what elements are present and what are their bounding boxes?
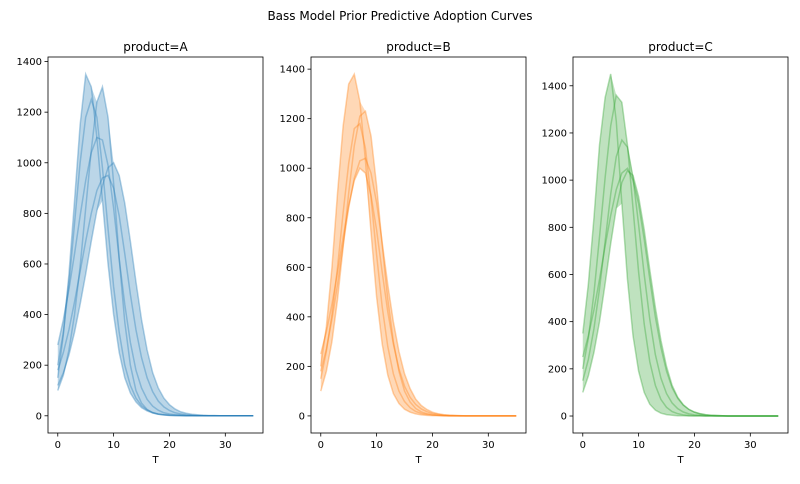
y-tick-label: 0 — [36, 411, 42, 422]
subplot-title: product=C — [648, 40, 713, 54]
series-line-4 — [582, 167, 779, 417]
series-line-1 — [582, 73, 779, 417]
y-tick-label: 600 — [286, 263, 305, 274]
series-line-5 — [320, 157, 517, 417]
x-tick-label: 0 — [580, 440, 586, 451]
y-tick-label: 800 — [23, 209, 42, 220]
hdi-band — [582, 73, 779, 417]
x-tick-label: 30 — [482, 440, 495, 451]
x-tick-label: 20 — [688, 440, 701, 451]
y-tick-label: 400 — [23, 310, 42, 321]
series-line-5 — [57, 161, 254, 417]
figure-title: Bass Model Prior Predictive Adoption Cur… — [267, 9, 532, 23]
x-tick-label: 10 — [632, 440, 645, 451]
subplot-title: product=A — [123, 40, 188, 54]
subplot-product=B: product=B 0 10 20 30 0 200 400 600 800 1000 1200 140… — [280, 40, 527, 466]
y-tick-label: 1000 — [542, 176, 567, 187]
axes-frame — [310, 56, 527, 434]
series-line-5 — [582, 169, 779, 417]
y-tick-label: 0 — [561, 412, 567, 423]
series-line-6 — [57, 84, 254, 417]
series-line-2 — [57, 97, 254, 417]
x-tick-label: 0 — [55, 440, 61, 451]
series-line-4 — [320, 109, 517, 417]
subplot-product=C: product=C 0 10 20 30 0 200 400 600 800 1000 1200 140… — [542, 40, 789, 466]
series-line-3 — [582, 138, 779, 417]
x-tick-label: 10 — [107, 440, 120, 451]
x-tick-label: 0 — [318, 440, 324, 451]
axes-frame — [47, 56, 264, 434]
y-tick-label: 1200 — [542, 128, 567, 139]
y-tick-label: 1400 — [542, 81, 567, 92]
x-tick-label: 20 — [426, 440, 439, 451]
y-tick-label: 800 — [548, 223, 567, 234]
y-tick-label: 1200 — [17, 108, 42, 119]
axes-frame — [572, 56, 789, 434]
y-tick-label: 800 — [286, 213, 305, 224]
y-tick-label: 200 — [548, 364, 567, 375]
y-tick-label: 1200 — [280, 114, 305, 125]
x-axis-label: T — [151, 455, 159, 466]
subplot-title: product=B — [386, 40, 450, 54]
hdi-band — [57, 74, 254, 416]
series-line-3 — [57, 136, 254, 417]
series-line-1 — [57, 71, 254, 417]
y-tick-label: 400 — [286, 312, 305, 323]
y-tick-label: 200 — [286, 362, 305, 373]
series-line-2 — [582, 93, 779, 417]
hdi-band — [320, 74, 517, 416]
x-tick-label: 20 — [163, 440, 176, 451]
y-tick-label: 200 — [23, 361, 42, 372]
y-tick-label: 0 — [299, 411, 305, 422]
x-tick-label: 30 — [219, 440, 232, 451]
series-line-1 — [320, 71, 517, 417]
y-tick-label: 1400 — [280, 65, 305, 76]
x-tick-label: 10 — [370, 440, 383, 451]
y-tick-label: 400 — [548, 317, 567, 328]
x-tick-label: 30 — [744, 440, 757, 451]
y-tick-label: 1000 — [17, 158, 42, 169]
subplot-product=A: product=A 0 10 20 30 0 200 400 600 800 1000 1200 140… — [17, 40, 264, 466]
x-axis-label: T — [414, 455, 422, 466]
y-tick-label: 1000 — [280, 164, 305, 175]
series-line-3 — [320, 166, 517, 417]
series-line-2 — [320, 122, 517, 417]
y-tick-label: 600 — [23, 259, 42, 270]
series-line-4 — [57, 174, 254, 417]
y-tick-label: 600 — [548, 270, 567, 281]
x-axis-label: T — [676, 455, 684, 466]
y-tick-label: 1400 — [17, 57, 42, 68]
